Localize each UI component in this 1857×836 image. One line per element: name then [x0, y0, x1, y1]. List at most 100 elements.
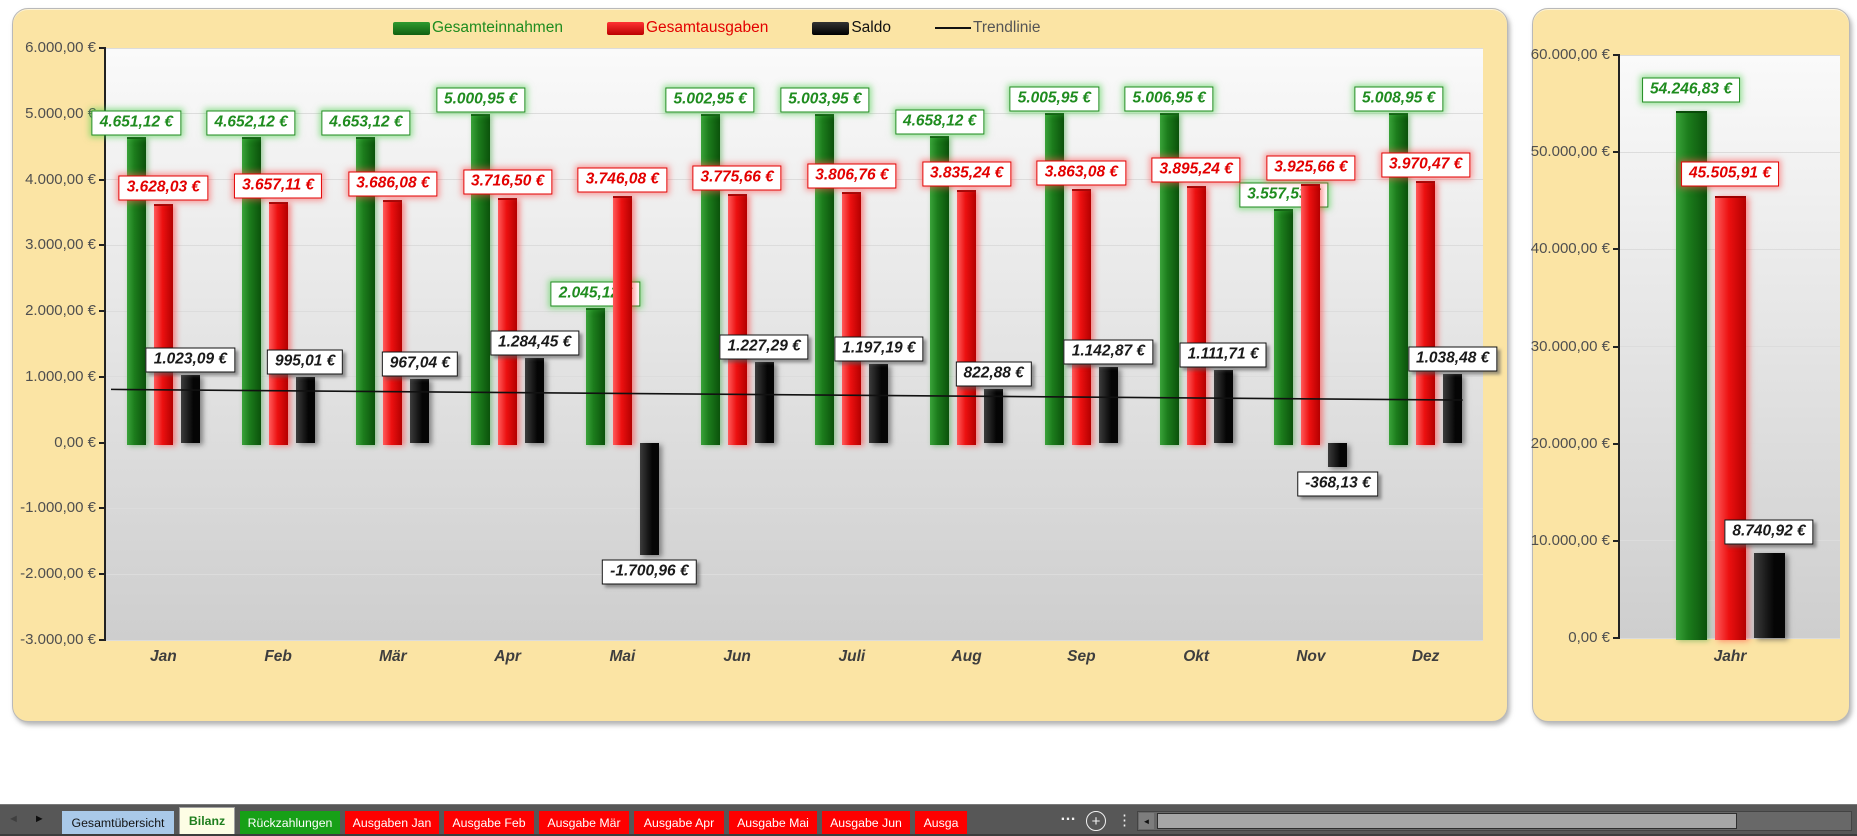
sheet-tab-bilanz[interactable]: Bilanz [179, 807, 235, 834]
label-gesamtausgaben-feb[interactable]: 3.657,11 € [234, 173, 323, 199]
bar-saldo-sep[interactable] [1098, 367, 1118, 443]
label-saldo-aug[interactable]: 822,88 € [955, 361, 1032, 387]
bar-gesamteinnahmen-dez[interactable] [1389, 113, 1409, 445]
sheet-tab-ausgabe-apr[interactable]: Ausgabe Apr [634, 811, 724, 834]
label-gesamteinnahmen-feb[interactable]: 4.652,12 € [206, 110, 296, 136]
label-gesamtausgaben-sep[interactable]: 3.863,08 € [1036, 160, 1127, 186]
label-gesamteinnahmen-aug[interactable]: 4.658,12 € [894, 109, 985, 135]
bar-gesamteinnahmen-okt[interactable] [1159, 113, 1179, 445]
sheet-menu-dots-icon[interactable]: ⋮ [1117, 812, 1132, 829]
bar-gesamtausgaben-jahr[interactable] [1714, 195, 1746, 640]
bar-gesamteinnahmen-feb[interactable] [241, 136, 261, 445]
label-gesamteinnahmen-mär[interactable]: 4.653,12 € [321, 110, 411, 136]
label-saldo-jan[interactable]: 1.023,09 € [145, 347, 236, 373]
legend-item-gesamtausgaben[interactable]: Gesamtausgaben [606, 19, 768, 37]
bar-saldo-okt[interactable] [1213, 369, 1233, 443]
bar-gesamtausgaben-apr[interactable] [498, 198, 518, 445]
label-gesamteinnahmen-jan[interactable]: 4.651,12 € [91, 110, 182, 136]
sheet-tab-ausga[interactable]: Ausga [915, 811, 967, 834]
label-gesamteinnahmen-apr[interactable]: 5.000,95 € [435, 87, 526, 113]
legend-item-gesamteinnahmen[interactable]: Gesamteinnahmen [393, 19, 563, 37]
add-sheet-button[interactable]: + [1086, 811, 1106, 831]
bar-saldo-feb[interactable] [295, 377, 315, 443]
bar-gesamteinnahmen-sep[interactable] [1044, 113, 1064, 445]
bar-gesamteinnahmen-mär[interactable] [356, 136, 376, 445]
bar-gesamtausgaben-sep[interactable] [1071, 188, 1091, 445]
label-gesamtausgaben-aug[interactable]: 3.835,24 € [921, 161, 1012, 187]
sheet-tab-ausgabe-mai[interactable]: Ausgabe Mai [729, 811, 817, 834]
label-saldo-apr[interactable]: 1.284,45 € [489, 330, 580, 356]
bar-gesamtausgaben-okt[interactable] [1186, 186, 1206, 445]
sheet-tab-bar: ◄ ► Gesamtübersicht Bilanz Rückzahlungen Au… [0, 804, 1857, 836]
bar-saldo-apr[interactable] [525, 358, 545, 443]
tab-overflow-ellipsis[interactable]: … [1060, 807, 1076, 824]
scrollbar-left-arrow[interactable]: ◄ [1139, 813, 1154, 829]
sheet-nav-left-icon[interactable]: ◄ [8, 813, 19, 825]
label-saldo-feb[interactable]: 995,01 € [266, 349, 344, 375]
label-saldo-juli[interactable]: 1.197,19 € [834, 336, 924, 362]
bar-saldo-juli[interactable] [869, 363, 889, 443]
bar-gesamteinnahmen-apr[interactable] [471, 113, 491, 445]
sheet-tab-ausgabe-jun[interactable]: Ausgabe Jun [822, 811, 910, 834]
sheet-tab-ausgabe-feb[interactable]: Ausgabe Feb [444, 811, 534, 834]
bar-gesamtausgaben-mär[interactable] [383, 200, 403, 445]
bar-gesamtausgaben-mai[interactable] [612, 196, 632, 445]
label-gesamtausgaben-dez[interactable]: 3.970,47 € [1380, 152, 1471, 178]
yearly-axis-tick [1613, 151, 1620, 154]
label-saldo-jun[interactable]: 1.227,29 € [719, 334, 809, 360]
label-gesamtausgaben-jahr[interactable]: 45.505,91 € [1681, 161, 1779, 187]
label-saldo-dez[interactable]: 1.038,48 € [1407, 346, 1498, 372]
label-gesamteinnahmen-dez[interactable]: 5.008,95 € [1353, 86, 1444, 112]
sheet-tab-ausgabe-mär[interactable]: Ausgabe Mär [539, 811, 629, 834]
label-saldo-jahr[interactable]: 8.740,92 € [1724, 519, 1814, 545]
label-gesamteinnahmen-jahr[interactable]: 54.246,83 € [1642, 77, 1740, 103]
bar-gesamtausgaben-jan[interactable] [153, 204, 173, 445]
label-saldo-mär[interactable]: 967,04 € [381, 351, 459, 377]
bar-gesamteinnahmen-juli[interactable] [815, 113, 835, 445]
bar-gesamtausgaben-nov[interactable] [1301, 184, 1321, 445]
bar-saldo-aug[interactable] [984, 388, 1004, 443]
label-gesamteinnahmen-juli[interactable]: 5.003,95 € [780, 87, 870, 113]
label-saldo-sep[interactable]: 1.142,87 € [1063, 339, 1154, 365]
label-gesamteinnahmen-jun[interactable]: 5.002,95 € [665, 87, 755, 113]
label-gesamteinnahmen-sep[interactable]: 5.005,95 € [1009, 86, 1100, 112]
label-gesamtausgaben-mai[interactable]: 3.746,08 € [577, 167, 668, 193]
bar-gesamtausgaben-jun[interactable] [727, 194, 747, 445]
bar-saldo-jahr[interactable] [1753, 553, 1785, 638]
label-gesamtausgaben-jan[interactable]: 3.628,03 € [118, 175, 209, 201]
bar-gesamteinnahmen-jun[interactable] [700, 113, 720, 445]
horizontal-scrollbar[interactable]: ◄ [1137, 811, 1852, 831]
bar-gesamteinnahmen-jan[interactable] [126, 136, 146, 445]
label-saldo-nov[interactable]: -368,13 € [1297, 471, 1379, 497]
bar-saldo-nov[interactable] [1328, 442, 1348, 467]
label-gesamtausgaben-juli[interactable]: 3.806,76 € [807, 163, 897, 189]
legend-item-trendlinie[interactable]: Trendlinie [934, 19, 1040, 37]
bar-gesamteinnahmen-mai[interactable] [585, 308, 605, 445]
bar-gesamtausgaben-feb[interactable] [268, 202, 288, 445]
legend-item-saldo[interactable]: Saldo [812, 19, 891, 37]
sheet-tab-rückzahlungen[interactable]: Rückzahlungen [240, 811, 340, 834]
label-gesamtausgaben-jun[interactable]: 3.775,66 € [692, 165, 782, 191]
bar-gesamtausgaben-dez[interactable] [1416, 181, 1436, 445]
label-saldo-mai[interactable]: -1.700,96 € [602, 559, 697, 585]
label-saldo-okt[interactable]: 1.111,71 € [1179, 342, 1267, 368]
bar-saldo-dez[interactable] [1443, 374, 1463, 443]
label-gesamtausgaben-mär[interactable]: 3.686,08 € [348, 171, 438, 197]
label-gesamtausgaben-apr[interactable]: 3.716,50 € [462, 169, 553, 195]
bar-gesamteinnahmen-nov[interactable] [1274, 208, 1294, 445]
scrollbar-thumb[interactable] [1157, 813, 1737, 829]
bar-saldo-mai[interactable] [639, 442, 659, 555]
bar-saldo-jan[interactable] [180, 375, 200, 443]
bar-saldo-mär[interactable] [410, 379, 430, 443]
bar-saldo-jun[interactable] [754, 361, 774, 443]
label-gesamtausgaben-nov[interactable]: 3.925,66 € [1266, 155, 1356, 181]
sheet-nav-right-icon[interactable]: ► [33, 813, 45, 825]
label-gesamtausgaben-okt[interactable]: 3.895,24 € [1151, 157, 1241, 183]
sheet-tab-ausgaben-jan[interactable]: Ausgaben Jan [345, 811, 439, 834]
bar-gesamtausgaben-juli[interactable] [842, 192, 862, 445]
trendline[interactable] [106, 48, 1483, 640]
sheet-tab-gesamtübersicht[interactable]: Gesamtübersicht [62, 811, 174, 834]
bar-gesamteinnahmen-aug[interactable] [930, 136, 950, 445]
label-gesamteinnahmen-okt[interactable]: 5.006,95 € [1124, 86, 1214, 112]
bar-gesamteinnahmen-jahr[interactable] [1675, 110, 1707, 640]
